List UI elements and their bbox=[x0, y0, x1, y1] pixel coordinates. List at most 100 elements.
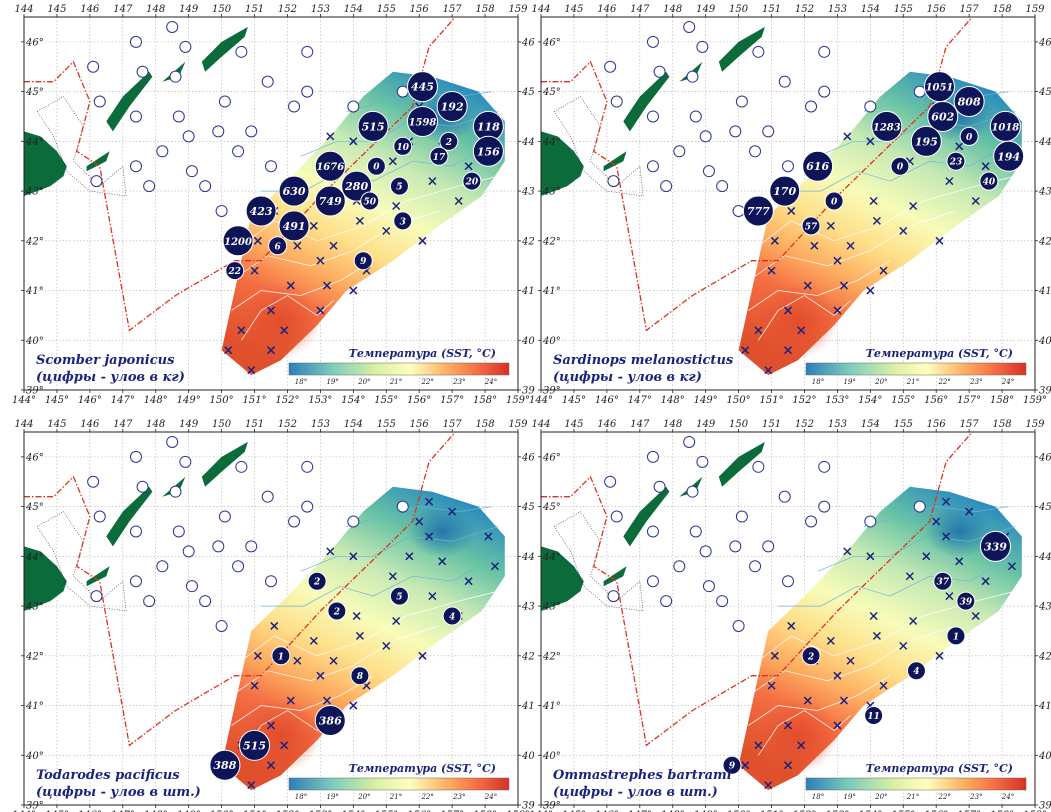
longitude-tick-label: 149° bbox=[177, 395, 201, 406]
warm-core bbox=[757, 697, 838, 774]
empty-station-marker bbox=[607, 590, 620, 603]
longitude-top-label: 158 bbox=[993, 419, 1012, 430]
latitude-tick-label: 46° bbox=[25, 37, 44, 48]
catch-marker-circle bbox=[959, 126, 979, 146]
zero-catch-cross bbox=[909, 616, 918, 626]
kuril-island bbox=[106, 71, 153, 132]
legend-tick-label: 24° bbox=[1001, 378, 1014, 386]
latitude-tick-label: 43° bbox=[542, 602, 561, 613]
catch-marker: 40 bbox=[979, 171, 999, 191]
longitude-tick-label: 147° bbox=[628, 395, 652, 406]
empty-station-marker bbox=[185, 165, 198, 178]
longitude-top-label: 148 bbox=[146, 4, 165, 15]
zero-catch-cross bbox=[428, 177, 437, 186]
catch-marker: 2 bbox=[327, 601, 347, 621]
catch-value: 5 bbox=[396, 593, 402, 603]
zero-catch-cross bbox=[293, 656, 302, 665]
empty-station-marker bbox=[818, 500, 831, 513]
catch-marker: 9 bbox=[353, 251, 373, 271]
longitude-top-label: 144 bbox=[14, 4, 33, 15]
hokkaido-land bbox=[24, 546, 67, 611]
catch-marker: 39 bbox=[956, 591, 976, 611]
catch-marker: 6 bbox=[268, 236, 288, 256]
longitude-top-label: 151 bbox=[762, 419, 781, 430]
latitude-right-label: 46 bbox=[1038, 37, 1051, 48]
catch-value: 2 bbox=[313, 578, 320, 588]
empty-station-marker bbox=[261, 490, 274, 503]
catch-value: 17 bbox=[433, 153, 446, 163]
longitude-tick-label: 152° bbox=[792, 810, 816, 812]
catch-value: 22 bbox=[228, 267, 242, 277]
empty-station-marker bbox=[93, 95, 106, 108]
longitude-tick-label: 153° bbox=[308, 395, 332, 406]
empty-station-marker bbox=[913, 85, 926, 98]
longitude-top-label: 155 bbox=[377, 4, 396, 15]
catch-value: 1 bbox=[278, 652, 284, 662]
isotherm-line bbox=[748, 260, 891, 311]
catch-marker: 1 bbox=[946, 626, 966, 646]
map-frame bbox=[540, 431, 1036, 806]
empty-station-marker bbox=[143, 180, 156, 193]
zero-catch-cross bbox=[955, 557, 964, 566]
catch-value: 1200 bbox=[224, 237, 252, 248]
empty-station-marker bbox=[699, 545, 712, 558]
zero-catch-cross bbox=[418, 651, 427, 660]
catch-value: 1051 bbox=[926, 83, 954, 94]
longitude-tick-label: 151° bbox=[242, 810, 266, 812]
catch-marker-circle bbox=[360, 191, 380, 211]
empty-station-marker bbox=[199, 595, 212, 608]
land bbox=[541, 441, 765, 611]
longitude-tick-label: 158° bbox=[990, 810, 1014, 812]
legend-colorbar bbox=[805, 777, 1027, 791]
latitude-right-label: 44 bbox=[521, 137, 535, 148]
catch-marker-circle bbox=[722, 755, 742, 775]
zero-catch-cross bbox=[382, 226, 391, 235]
zero-catch-cross bbox=[935, 651, 944, 660]
empty-station-marker bbox=[87, 60, 100, 73]
catch-marker: 339 bbox=[979, 530, 1011, 562]
catch-marker-circle bbox=[979, 171, 999, 191]
empty-station-marker bbox=[347, 515, 360, 528]
longitude-tick-label: 152° bbox=[275, 395, 299, 406]
empty-station-marker bbox=[179, 40, 192, 53]
longitude-tick-label: 159° bbox=[1023, 810, 1047, 812]
empty-station-marker bbox=[673, 145, 686, 158]
legend-tick-label: 24° bbox=[484, 378, 497, 386]
zero-catch-cross bbox=[922, 552, 931, 561]
legend-tick-label: 21° bbox=[906, 378, 919, 386]
longitude-tick-label: 150° bbox=[727, 395, 751, 406]
catch-marker-circle bbox=[890, 156, 910, 176]
catch-value: 9 bbox=[360, 257, 367, 267]
longitude-top-label: 150 bbox=[729, 419, 749, 430]
isotherm-line bbox=[817, 111, 1016, 157]
catch-marker: 2 bbox=[801, 646, 821, 666]
empty-station-marker bbox=[261, 75, 274, 88]
land bbox=[24, 441, 248, 611]
zero-catch-cross bbox=[425, 532, 434, 541]
zero-catch-cross bbox=[326, 132, 335, 141]
latitude-right-label: 45 bbox=[521, 502, 535, 513]
longitude-tick-label: 144° bbox=[529, 810, 553, 812]
empty-station-marker bbox=[212, 125, 225, 138]
catch-value: 8 bbox=[357, 672, 364, 682]
zero-catch-cross bbox=[797, 741, 806, 750]
zero-catch-cross bbox=[932, 517, 941, 526]
catch-value: 3 bbox=[400, 217, 406, 227]
longitude-top-label: 152 bbox=[795, 4, 814, 15]
empty-station-marker bbox=[199, 180, 212, 193]
catch-marker: 1283 bbox=[871, 110, 903, 142]
legend-tick-label: 20° bbox=[357, 793, 370, 801]
empty-station-marker bbox=[716, 180, 729, 193]
catch-value: 195 bbox=[915, 135, 938, 148]
latitude-tick-label: 45° bbox=[542, 87, 561, 98]
catch-marker-circle bbox=[357, 110, 389, 142]
map-frame bbox=[540, 16, 1036, 391]
empty-station-marker bbox=[129, 160, 142, 173]
catch-value: 40 bbox=[983, 178, 996, 188]
zero-catch-cross bbox=[253, 236, 262, 245]
latitude-right-label: 40 bbox=[1038, 336, 1051, 347]
catch-value: 50 bbox=[364, 198, 377, 208]
eez-boundary bbox=[24, 17, 456, 332]
longitude-top-label: 147 bbox=[630, 419, 650, 430]
zero-catch-cross bbox=[767, 681, 776, 690]
